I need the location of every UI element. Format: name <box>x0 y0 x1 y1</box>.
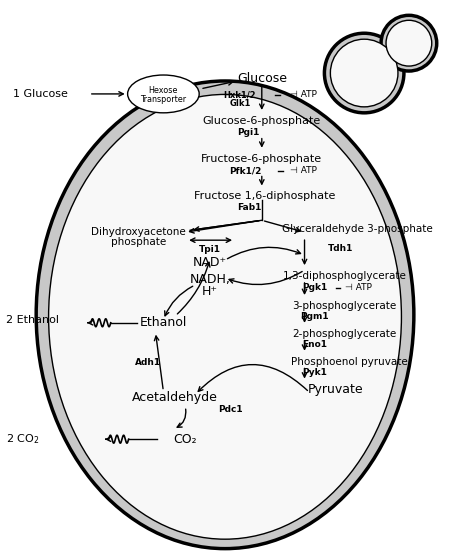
Text: Tpi1: Tpi1 <box>199 245 221 254</box>
Text: Dihydroxyacetone: Dihydroxyacetone <box>91 227 186 237</box>
Text: ⊣ ATP: ⊣ ATP <box>289 90 316 99</box>
Text: Glyceraldehyde 3-phosphate: Glyceraldehyde 3-phosphate <box>281 224 432 234</box>
Text: Pyk1: Pyk1 <box>301 368 326 377</box>
Text: phosphate: phosphate <box>111 237 166 247</box>
Text: H⁺: H⁺ <box>202 285 217 299</box>
FancyArrowPatch shape <box>198 365 307 391</box>
Circle shape <box>380 16 436 71</box>
Text: Tdh1: Tdh1 <box>327 244 352 253</box>
FancyArrowPatch shape <box>177 409 186 427</box>
FancyArrowPatch shape <box>228 271 302 285</box>
Text: 2 CO$_2$: 2 CO$_2$ <box>6 432 40 446</box>
Circle shape <box>330 39 397 107</box>
Text: Pdc1: Pdc1 <box>217 405 242 414</box>
Text: Transporter: Transporter <box>140 95 186 104</box>
Text: Adh1: Adh1 <box>135 358 161 367</box>
Ellipse shape <box>36 81 413 549</box>
Text: Pgm1: Pgm1 <box>299 312 328 321</box>
Circle shape <box>385 21 431 66</box>
Text: 1 Glucose: 1 Glucose <box>13 89 68 99</box>
Text: Acetaldehyde: Acetaldehyde <box>132 391 218 404</box>
Text: ⊣ ATP: ⊣ ATP <box>289 166 316 175</box>
Text: Eno1: Eno1 <box>301 340 326 349</box>
Text: Fructose 1,6-diphosphate: Fructose 1,6-diphosphate <box>194 191 335 201</box>
Text: Hexose: Hexose <box>148 87 178 95</box>
Text: Pgi1: Pgi1 <box>236 128 258 137</box>
Circle shape <box>324 33 403 113</box>
Text: ⊣ ATP: ⊣ ATP <box>344 284 371 292</box>
Text: CO₂: CO₂ <box>173 433 197 446</box>
Text: Pgk1: Pgk1 <box>301 284 326 292</box>
Text: 1,3-diphosphoglycerate: 1,3-diphosphoglycerate <box>282 271 405 281</box>
FancyArrowPatch shape <box>177 263 209 314</box>
Text: Ethanol: Ethanol <box>139 316 187 329</box>
Text: Glk1: Glk1 <box>229 99 250 108</box>
Ellipse shape <box>49 94 400 539</box>
Text: Pfk1/2: Pfk1/2 <box>228 166 261 175</box>
Text: 2-phosphoglycerate: 2-phosphoglycerate <box>292 329 395 339</box>
Text: Fructose-6-phosphate: Fructose-6-phosphate <box>201 154 322 164</box>
Text: 2 Ethanol: 2 Ethanol <box>6 315 59 325</box>
Text: NADH,: NADH, <box>189 274 230 286</box>
Ellipse shape <box>127 75 199 113</box>
Text: Hxk1/2: Hxk1/2 <box>223 90 256 99</box>
Text: Phosphoenol pyruvate: Phosphoenol pyruvate <box>290 356 407 366</box>
Text: NAD⁺: NAD⁺ <box>192 256 227 269</box>
Text: Glucose: Glucose <box>236 73 286 85</box>
Text: Glucose-6-phosphate: Glucose-6-phosphate <box>202 116 320 126</box>
Text: 3-phosphoglycerate: 3-phosphoglycerate <box>292 301 395 311</box>
FancyArrowPatch shape <box>164 286 192 316</box>
FancyArrowPatch shape <box>227 248 300 259</box>
Text: Pyruvate: Pyruvate <box>307 383 362 396</box>
Text: Fab1: Fab1 <box>236 203 260 212</box>
